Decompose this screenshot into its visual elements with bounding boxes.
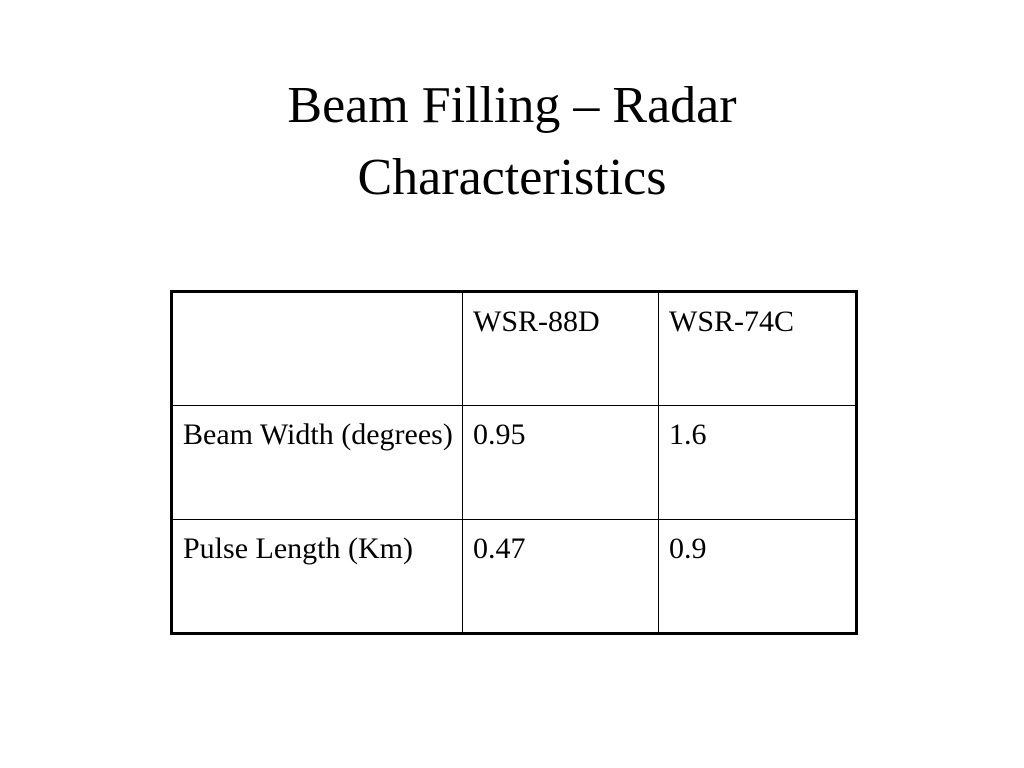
header-cell: WSR-74C — [658, 291, 857, 406]
header-cell: WSR-88D — [462, 291, 659, 406]
table-row: Beam Width (degrees) 0.95 1.6 — [171, 405, 857, 520]
table-body: WSR-88D WSR-74C Beam Width (degrees) 0.95… — [171, 291, 857, 634]
slide-title: Beam Filling – Radar Characteristics — [287, 77, 737, 206]
header-row: WSR-88D WSR-74C — [171, 291, 857, 406]
value-cell: 0.9 — [658, 519, 857, 634]
value-cell: 1.6 — [658, 405, 857, 520]
value-cell: 0.47 — [462, 519, 659, 634]
value-cell: 0.95 — [462, 405, 659, 520]
table-row: Pulse Length (Km) 0.47 0.9 — [171, 519, 857, 634]
row-label: Pulse Length (Km) — [171, 519, 463, 634]
data-table: WSR-88D WSR-74C Beam Width (degrees) 0.95… — [170, 290, 858, 635]
empty-cell — [171, 291, 463, 406]
row-label: Beam Width (degrees) — [171, 405, 463, 520]
